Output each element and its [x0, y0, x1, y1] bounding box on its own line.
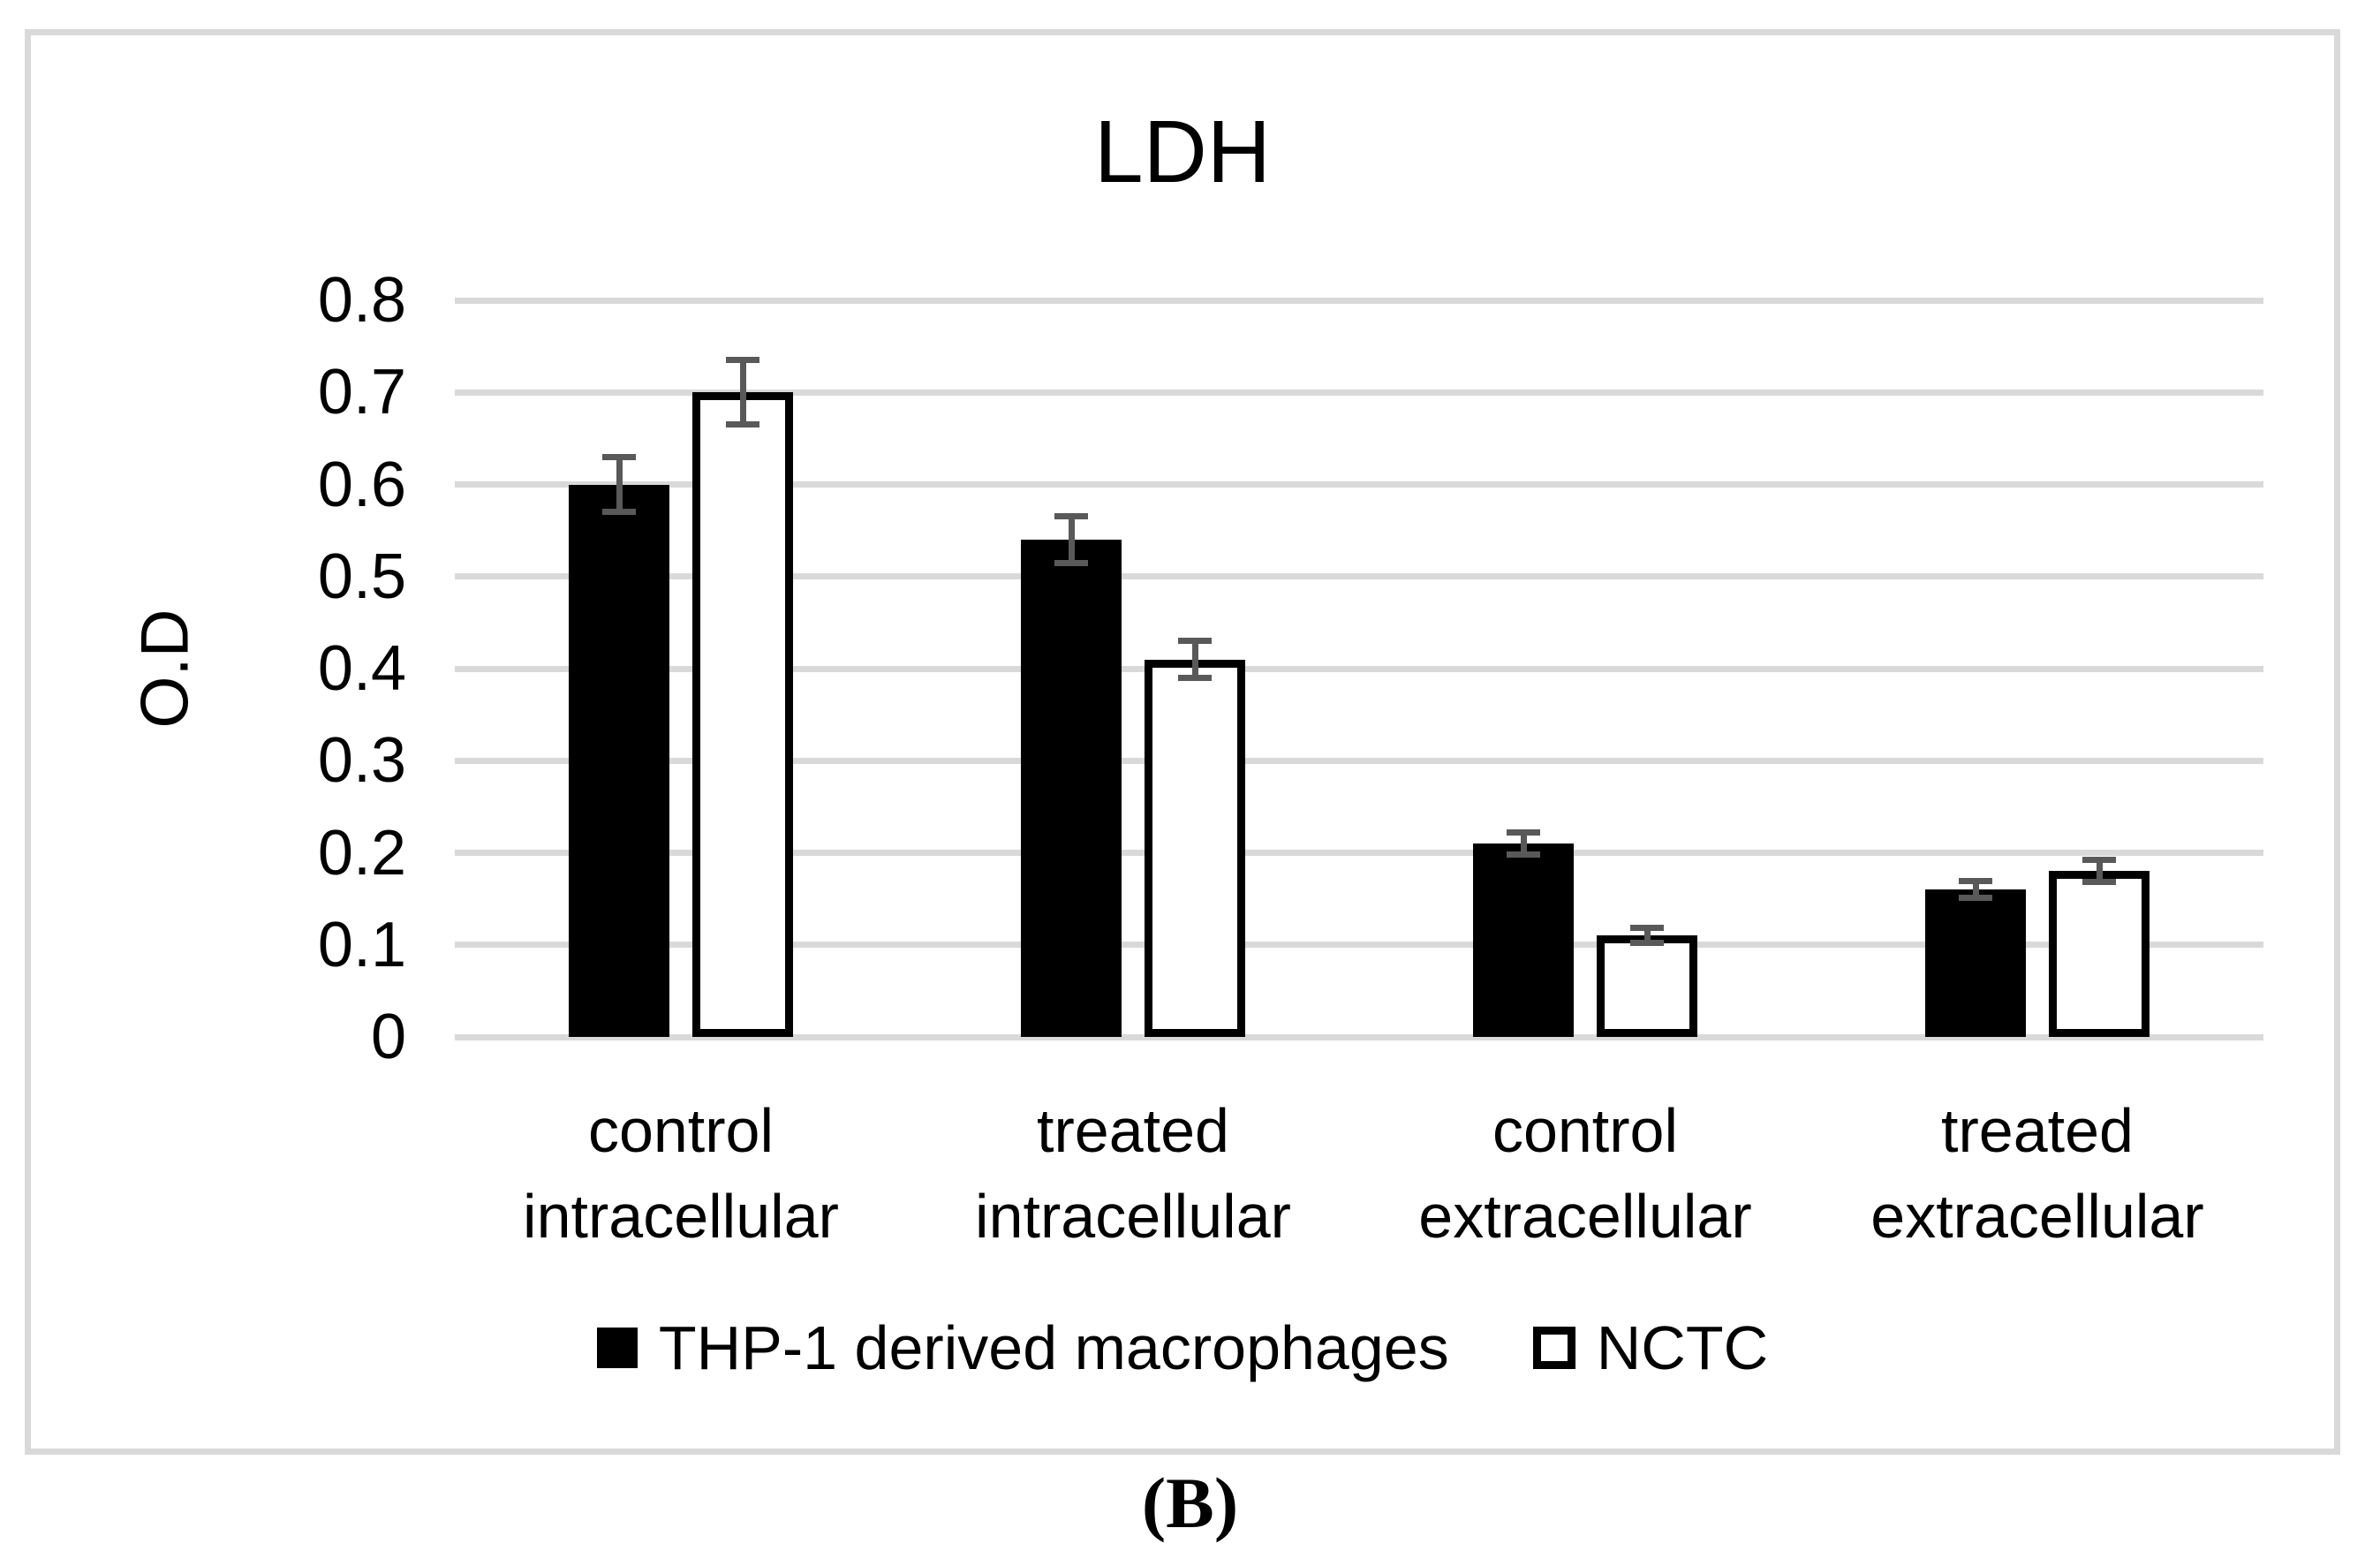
error-bar-line [1191, 640, 1198, 678]
category-label-line: intracellular [975, 1182, 1291, 1251]
bar-nctc [1597, 935, 1697, 1037]
category-label: control intracellular [455, 1088, 907, 1260]
error-bar-line [616, 457, 623, 512]
gridline [455, 389, 2263, 396]
gridline [455, 665, 2263, 672]
chart-title: LDH [1093, 102, 1272, 201]
category-label: treated extracellular [1811, 1088, 2263, 1260]
y-axis-label: O.D [127, 609, 203, 729]
category-label: control extracellular [1359, 1088, 1811, 1260]
category-label-line: intracellular [523, 1182, 839, 1251]
category-label-line: treated [1941, 1096, 2134, 1165]
y-tick-label: 0.1 [317, 909, 406, 980]
error-bar-line [2096, 859, 2103, 882]
y-tick-label: 0 [370, 1002, 406, 1072]
error-bar-cap [1959, 878, 1992, 885]
bar-nctc [692, 392, 793, 1037]
legend-item: NCTC [1532, 1313, 1769, 1383]
error-bar-cap [1507, 851, 1540, 859]
error-bar-cap [2082, 857, 2116, 864]
category-label-line: extracellular [1418, 1182, 1752, 1251]
category-label-line: extracellular [1870, 1182, 2204, 1251]
error-bar-line [1068, 516, 1075, 564]
gridline [455, 297, 2263, 304]
legend: THP-1 derived macrophages NCTC [31, 1313, 2334, 1383]
y-tick-label: 0.6 [317, 449, 406, 520]
category-label: treated intracellular [907, 1088, 1359, 1260]
error-bar-line [739, 359, 746, 425]
legend-label: THP-1 derived macrophages [658, 1313, 1449, 1382]
gridline [455, 1033, 2263, 1040]
error-bar-cap [2082, 879, 2116, 886]
category-label-line: treated [1037, 1096, 1229, 1165]
bar-nctc [1145, 659, 1245, 1037]
y-tick-label: 0.2 [317, 817, 406, 889]
error-bar-cap [1630, 940, 1664, 947]
category-label-line: control [587, 1096, 774, 1165]
error-bar-cap [1178, 638, 1212, 645]
y-tick-label: 0.5 [317, 541, 406, 612]
error-bar-line [1643, 927, 1651, 943]
error-bar-cap [1630, 925, 1664, 932]
chart-area: LDH O.D 0.8 0.7 0.6 0.5 0.4 0.3 0.2 0.1 0 contro… [25, 29, 2340, 1455]
error-bar-cap [602, 509, 636, 516]
figure-panel-label: (B) [1141, 1463, 1239, 1543]
legend-swatch-outline [1532, 1327, 1575, 1369]
error-bar-line [1972, 881, 1979, 898]
error-bar-cap [602, 453, 636, 460]
bar-thp1 [569, 484, 669, 1037]
y-tick-label: 0.3 [317, 725, 406, 797]
gridline [455, 757, 2263, 764]
y-tick-label: 0.8 [317, 265, 406, 336]
error-bar-cap [1507, 829, 1540, 836]
bar-thp1 [1925, 889, 2026, 1037]
legend-label: NCTC [1596, 1313, 1769, 1382]
gridline [455, 481, 2263, 488]
error-bar-cap [1178, 674, 1212, 681]
error-bar-cap [1054, 513, 1088, 520]
gridline [455, 942, 2263, 949]
error-bar-cap [726, 421, 759, 428]
error-bar-cap [1959, 895, 1992, 902]
bar-thp1 [1021, 540, 1122, 1037]
bar-thp1 [1473, 844, 1574, 1037]
y-tick-label: 0.7 [317, 357, 406, 428]
error-bar-cap [1054, 559, 1088, 566]
legend-item: THP-1 derived macrophages [596, 1313, 1449, 1383]
gridline [455, 573, 2263, 580]
y-tick-label: 0.4 [317, 633, 406, 704]
error-bar-cap [726, 357, 759, 364]
gridline [455, 850, 2263, 856]
error-bar-line [1520, 832, 1527, 855]
category-label-line: control [1492, 1096, 1679, 1165]
legend-swatch-filled [596, 1328, 638, 1368]
bar-nctc [2049, 871, 2150, 1037]
